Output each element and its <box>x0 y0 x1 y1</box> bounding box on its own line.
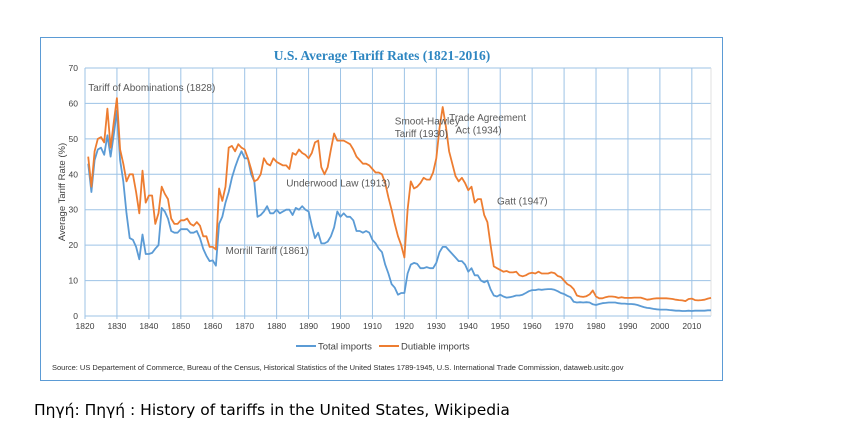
x-tick-label: 1870 <box>235 321 254 331</box>
x-tick-label: 1950 <box>491 321 510 331</box>
annotation-label: Trade Agreement <box>449 113 526 124</box>
x-tick-label: 1840 <box>139 321 158 331</box>
legend: Total imports Dutiable imports <box>296 342 470 353</box>
x-tick-label: 1920 <box>395 321 414 331</box>
x-tick-label: 1860 <box>203 321 222 331</box>
annotation-label: Gatt (1947) <box>497 196 548 207</box>
x-tick-label: 1820 <box>76 321 95 331</box>
x-tick-label: 1980 <box>587 321 606 331</box>
series-line-dutiable-imports <box>87 97 712 302</box>
figure-caption: Πηγή: Πηγή : History of tariffs in the U… <box>34 401 510 419</box>
y-tick-label: 20 <box>69 240 79 250</box>
annotation-label: Act (1934) <box>455 126 501 137</box>
x-ticks: 1820 1830 1840 1850 1860 1870 1880 1890 1900 1910… <box>76 321 702 331</box>
annotation-label: Tariff (1930) <box>395 129 448 140</box>
y-tick-label: 60 <box>69 98 79 108</box>
chart-title: U.S. Average Tariff Rates (1821-2016) <box>274 48 490 63</box>
x-tick-label: 2010 <box>682 321 701 331</box>
annotation-label: Underwood Law (1913) <box>286 179 390 190</box>
y-tick-label: 0 <box>73 311 78 321</box>
y-tick-label: 70 <box>69 63 79 73</box>
x-tick-label: 1990 <box>618 321 637 331</box>
y-tick-label: 50 <box>69 134 79 144</box>
y-axis-label: Average Tariff Rate (%) <box>57 143 68 241</box>
x-tick-label: 1940 <box>459 321 478 331</box>
source-note: Source: US Departement of Commerce, Bure… <box>52 363 624 372</box>
x-tick-label: 1830 <box>107 321 126 331</box>
legend-label-total: Total imports <box>318 342 372 353</box>
x-tick-label: 1890 <box>299 321 318 331</box>
series-line-total-imports <box>87 109 711 312</box>
x-tick-label: 1960 <box>523 321 542 331</box>
x-tick-label: 1850 <box>171 321 190 331</box>
legend-label-dutiable: Dutiable imports <box>401 342 470 353</box>
x-tick-label: 1880 <box>267 321 286 331</box>
annotations: Tariff of Abominations (1828) Morrill Tar… <box>88 83 547 257</box>
grid <box>84 67 712 319</box>
y-tick-label: 30 <box>69 205 79 215</box>
annotation-label: Morrill Tariff (1861) <box>226 246 309 257</box>
x-tick-label: 1910 <box>363 321 382 331</box>
x-tick-label: 1930 <box>427 321 446 331</box>
annotation-label: Smoot-Hawley <box>395 117 460 128</box>
series-group <box>87 97 712 312</box>
x-tick-label: 1900 <box>331 321 350 331</box>
y-tick-label: 40 <box>69 169 79 179</box>
y-ticks: 0 10 20 30 40 50 60 70 <box>69 63 79 321</box>
y-tick-label: 10 <box>69 276 79 286</box>
x-tick-label: 1970 <box>555 321 574 331</box>
annotation-label: Tariff of Abominations (1828) <box>88 83 215 94</box>
x-tick-label: 2000 <box>650 321 669 331</box>
